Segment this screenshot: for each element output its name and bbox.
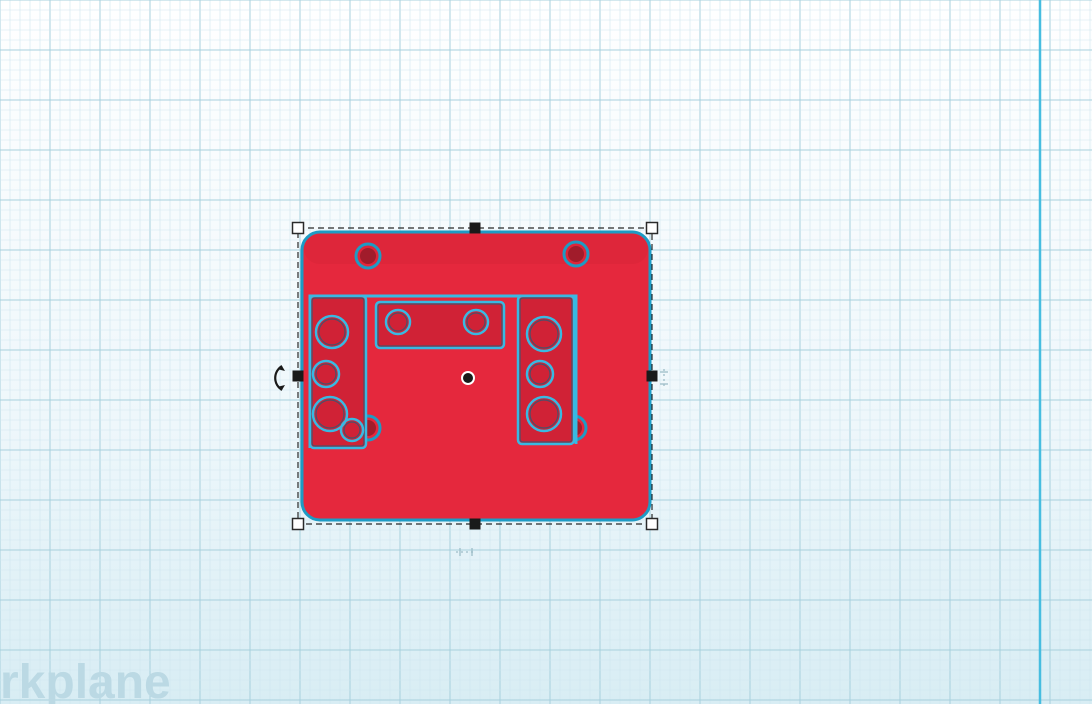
workplane-watermark: rkplane — [0, 656, 171, 704]
selected-object[interactable] — [302, 232, 650, 520]
resize-handle-edge[interactable] — [470, 519, 481, 530]
resize-handle-edge[interactable] — [293, 371, 304, 382]
left-column — [310, 296, 366, 448]
resize-handle-edge[interactable] — [470, 223, 481, 234]
right-column — [518, 296, 574, 444]
selection-center-handle[interactable] — [463, 373, 473, 383]
resize-handle-corner[interactable] — [647, 519, 658, 530]
resize-handle-corner[interactable] — [293, 519, 304, 530]
resize-handle-corner[interactable] — [293, 223, 304, 234]
resize-handle-corner[interactable] — [647, 223, 658, 234]
resize-handle-edge[interactable] — [647, 371, 658, 382]
editor-canvas[interactable]: rkplane — [0, 0, 1092, 704]
